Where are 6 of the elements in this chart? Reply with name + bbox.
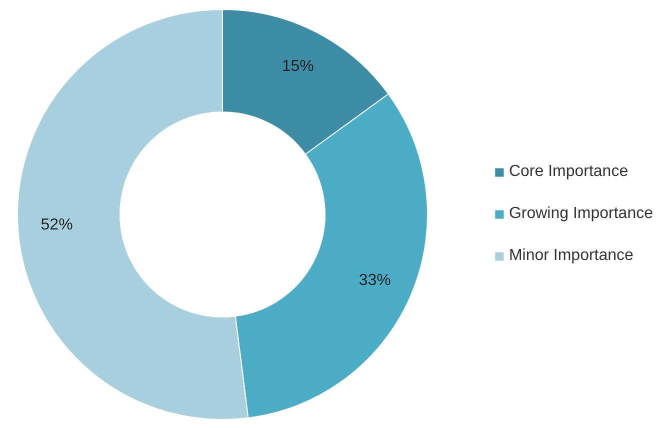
data-label: 33% — [358, 272, 391, 289]
legend-label: Growing Importance — [508, 205, 653, 223]
data-label: 15% — [282, 58, 314, 76]
legend-label: Core Importance — [508, 163, 628, 181]
legend-label: Minor Importance — [508, 247, 634, 265]
data-label: 52% — [40, 216, 73, 234]
